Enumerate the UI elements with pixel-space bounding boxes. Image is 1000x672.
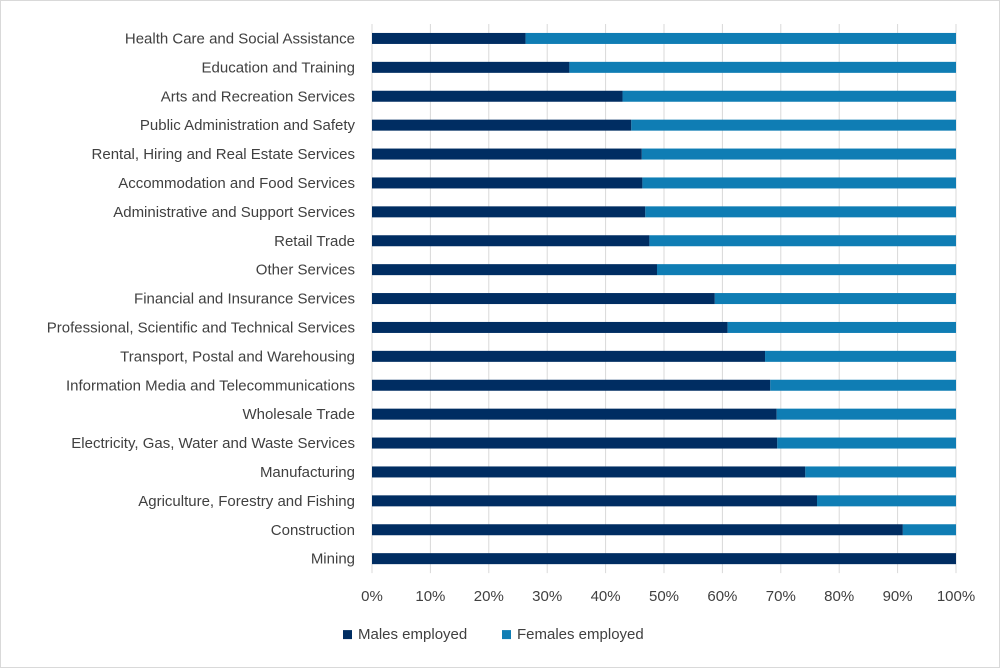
category-label: Manufacturing xyxy=(260,464,355,481)
x-tick-label: 90% xyxy=(883,588,913,605)
bar-males xyxy=(372,495,818,507)
x-tick-label: 20% xyxy=(474,588,504,605)
category-label: Retail Trade xyxy=(274,233,355,250)
bar-females xyxy=(622,90,956,102)
category-label: Administrative and Support Services xyxy=(113,204,355,221)
category-label: Health Care and Social Assistance xyxy=(125,30,355,47)
bar-females xyxy=(817,495,956,507)
x-tick-label: 0% xyxy=(361,588,383,605)
legend-swatch-males xyxy=(343,630,352,640)
x-tick-labels: 0% 10% 20% 30% 40% 50% 60% 70% 80% 90% 100% xyxy=(361,588,975,605)
bar-males xyxy=(372,206,646,218)
bar-females xyxy=(805,466,956,478)
bar-females xyxy=(656,264,956,276)
x-tick-label: 80% xyxy=(824,588,854,605)
category-label: Electricity, Gas, Water and Waste Servic… xyxy=(71,435,355,452)
legend-label-males: Males employed xyxy=(358,626,467,643)
category-label: Accommodation and Food Services xyxy=(118,175,355,192)
bar-males xyxy=(372,293,715,305)
category-label: Education and Training xyxy=(202,59,355,76)
category-label: Professional, Scientific and Technical S… xyxy=(47,319,355,336)
bar-females xyxy=(714,293,956,305)
bar-females xyxy=(631,119,956,131)
category-label: Construction xyxy=(271,522,355,539)
bars-group xyxy=(372,32,956,565)
legend-label-females: Females employed xyxy=(517,626,644,643)
bar-females xyxy=(569,61,956,73)
bar-males xyxy=(372,119,632,131)
bar-males xyxy=(372,437,778,449)
category-label: Transport, Postal and Warehousing xyxy=(120,348,355,365)
category-label: Mining xyxy=(311,551,355,568)
bar-females xyxy=(649,235,956,247)
legend-swatch-females xyxy=(502,630,511,640)
bar-males xyxy=(372,90,623,102)
x-tick-label: 50% xyxy=(649,588,679,605)
x-tick-label: 60% xyxy=(707,588,737,605)
x-tick-label: 100% xyxy=(937,588,975,605)
bar-males xyxy=(372,235,650,247)
bar-females xyxy=(902,524,956,536)
category-label: Financial and Insurance Services xyxy=(134,291,355,308)
bar-females xyxy=(727,321,956,333)
bar-males xyxy=(372,350,766,362)
category-label: Arts and Recreation Services xyxy=(161,88,355,105)
category-label: Rental, Hiring and Real Estate Services xyxy=(92,146,355,163)
legend: Males employed Females employed xyxy=(343,626,644,643)
bar-females xyxy=(777,437,956,449)
bar-females xyxy=(645,206,956,218)
bar-males xyxy=(372,553,956,565)
bar-males xyxy=(372,524,903,536)
bar-females xyxy=(765,350,956,362)
bar-females xyxy=(770,379,956,391)
x-tick-label: 30% xyxy=(532,588,562,605)
bar-females xyxy=(776,408,956,420)
bar-males xyxy=(372,264,657,276)
category-labels: Health Care and Social Assistance Educati… xyxy=(47,30,356,567)
bar-males xyxy=(372,32,526,44)
category-label: Wholesale Trade xyxy=(242,406,355,423)
x-tick-label: 10% xyxy=(415,588,445,605)
category-label: Public Administration and Safety xyxy=(140,117,356,134)
bar-females xyxy=(642,177,956,189)
bar-females xyxy=(525,32,956,44)
x-tick-label: 40% xyxy=(591,588,621,605)
bar-males xyxy=(372,321,728,333)
bar-males xyxy=(372,408,777,420)
bar-males xyxy=(372,466,806,478)
bar-males xyxy=(372,148,642,160)
bar-females xyxy=(641,148,956,160)
category-label: Other Services xyxy=(256,262,355,279)
bar-males xyxy=(372,61,570,73)
bar-males xyxy=(372,379,771,391)
x-tick-label: 70% xyxy=(766,588,796,605)
bar-males xyxy=(372,177,643,189)
category-label: Information Media and Telecommunications xyxy=(66,377,355,394)
category-label: Agriculture, Forestry and Fishing xyxy=(138,493,355,510)
